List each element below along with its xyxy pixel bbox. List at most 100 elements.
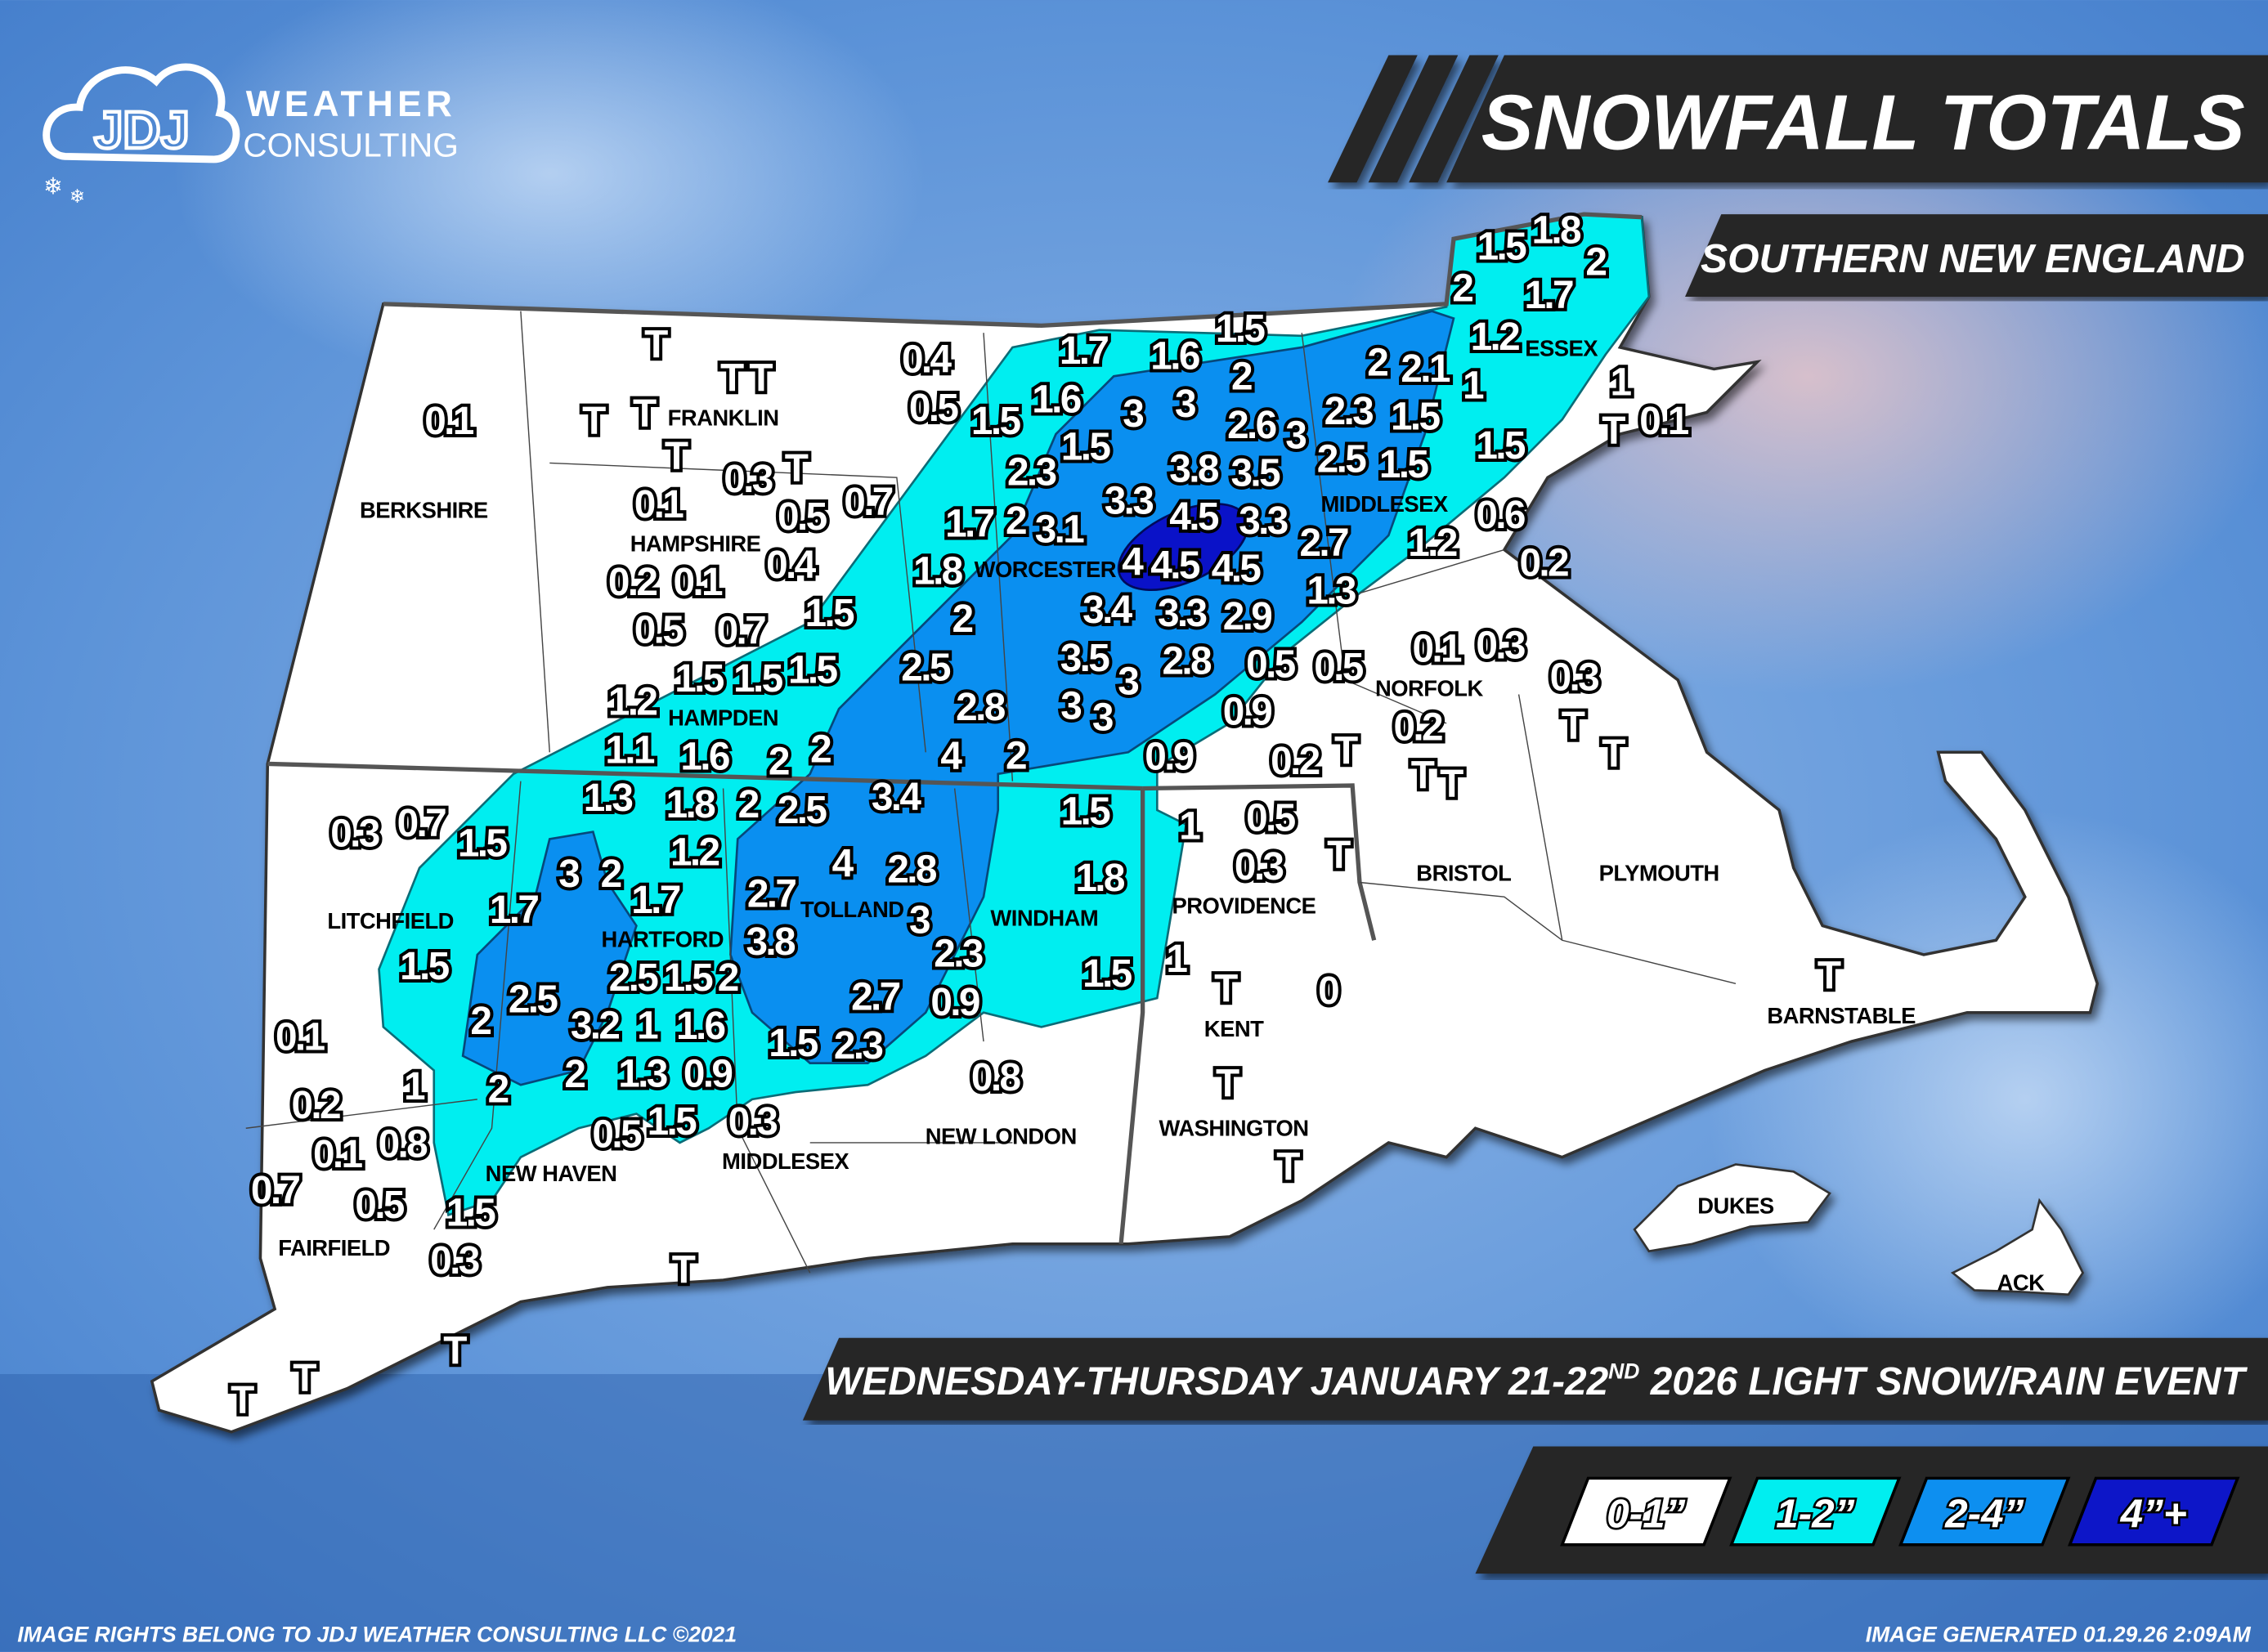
snowfall-observation: 2	[1231, 355, 1252, 398]
snowfall-observation: 3.3	[1239, 499, 1288, 543]
snowfall-observation: 2	[1006, 734, 1026, 777]
logo-consulting: CONSULTING	[243, 126, 459, 163]
county-label: ESSEX	[1525, 336, 1598, 361]
logo-monogram: JDJ	[94, 101, 190, 159]
county-label: TOLLAND	[800, 897, 904, 922]
snowfall-observation: 3.5	[1060, 637, 1110, 680]
snowfall-observation: 2	[952, 598, 973, 641]
snowfall-observation: 0.9	[1223, 691, 1272, 734]
snowfall-observation: 3	[1175, 383, 1195, 426]
snowfall-observation: T	[1602, 410, 1625, 453]
snowfall-observation: 2	[769, 740, 789, 783]
snowfall-observation: 0.7	[717, 610, 766, 653]
snowfall-observation: 0.2	[608, 561, 657, 604]
ct-ri-border	[1118, 788, 1145, 1245]
banner-stripe	[1409, 55, 1499, 183]
snowfall-observation: 1.5	[1477, 225, 1527, 268]
banner-stripe	[1328, 55, 1418, 183]
contour-4-plus-inch	[1117, 503, 1249, 592]
snowfall-observation: 3	[558, 853, 579, 896]
snowfall-observation: 1.5	[458, 822, 508, 866]
county-label: BRISTOL	[1416, 861, 1511, 886]
snowfall-observation: 0.8	[971, 1056, 1021, 1099]
legend-label: 0-1”	[1607, 1492, 1686, 1537]
region-banner: SOUTHERN NEW ENGLAND	[1685, 214, 2268, 297]
snowfall-observation: 1.8	[1531, 209, 1581, 253]
snowfall-observation: T	[1602, 732, 1625, 776]
snowfall-observation: 2.8	[956, 686, 1006, 729]
snowfall-observation: 2	[564, 1053, 585, 1096]
county-label: PROVIDENCE	[1172, 893, 1316, 919]
ma-ct-border	[267, 761, 1143, 791]
snowfall-observation: 0.2	[1394, 706, 1443, 750]
snowfall-observation: T	[1216, 1062, 1239, 1105]
county-label: FAIRFIELD	[278, 1235, 390, 1260]
snowfall-observation: 0.9	[684, 1052, 733, 1095]
snowfall-observation: 1.3	[1307, 570, 1356, 613]
county-label: ACK	[1997, 1269, 2046, 1295]
snowfall-observation: 0.1	[424, 400, 474, 443]
legend-swatch	[1729, 1476, 1902, 1547]
event-text-a: WEDNESDAY-THURSDAY JANUARY 21-22	[825, 1360, 1608, 1404]
snowfall-observation: 1.8	[666, 783, 716, 826]
legend-item: 2-4”	[1898, 1476, 2071, 1547]
snowfall-observation: 0.1	[313, 1133, 363, 1176]
snowfall-observation: 2.3	[1324, 390, 1374, 433]
snowfall-observation: 1	[1610, 361, 1631, 405]
snowfall-observation: T	[582, 400, 606, 443]
county-label: WINDHAM	[990, 906, 1098, 931]
snowfall-observation: T	[1214, 967, 1238, 1010]
snowfall-observation: T	[672, 1249, 696, 1292]
snowfall-observation: 1.5	[1379, 443, 1429, 486]
snowfall-observation: 0.4	[766, 544, 817, 587]
snowfall-observation: 1.3	[618, 1052, 667, 1095]
snowfall-observation: 0.6	[1476, 494, 1525, 537]
snowfall-observation: 2	[1367, 342, 1387, 385]
snowfall-observation: 1.5	[733, 657, 783, 701]
snowfall-observation: 1.7	[1060, 329, 1109, 373]
snowfall-observation: 1.5	[664, 956, 714, 1000]
snowfall-observation: 0.1	[276, 1016, 325, 1059]
snowfall-observation: 2.6	[1227, 404, 1276, 447]
snowfall-observation: 1.5	[1216, 307, 1266, 351]
snowfall-observation: 1.5	[400, 945, 450, 988]
title-banner: SNOWFALL TOTALS	[1328, 55, 2268, 183]
snowfall-observation: 1	[404, 1065, 425, 1108]
legend-item: 4”+	[2068, 1476, 2240, 1547]
snowflake-icon: ❄	[43, 174, 63, 199]
snowfall-observation: 1.5	[1476, 424, 1526, 468]
snowfall-observation: T	[443, 1330, 467, 1373]
county-label: WORCESTER	[975, 557, 1117, 582]
snowfall-observation: 1.8	[913, 550, 963, 593]
snowfall-observation: 3	[1060, 685, 1081, 728]
county-label: FRANKLIN	[668, 405, 779, 430]
snowfall-observation: 1.5	[1391, 396, 1441, 439]
snowfall-observation: 2	[1585, 240, 1606, 284]
snowfall-observation: 0.5	[1314, 646, 1364, 689]
snowfall-observation: 2.1	[1401, 347, 1450, 391]
snowfall-observation: 1.7	[490, 889, 539, 932]
snowfall-observation: 3.3	[1105, 479, 1154, 522]
snowfall-observation: 1.2	[670, 831, 719, 875]
snowfall-observation: 1.2	[1408, 522, 1457, 565]
snowfall-observation: T	[231, 1379, 254, 1422]
county-label: KENT	[1204, 1016, 1264, 1041]
snowfall-observation: T	[633, 392, 657, 436]
snowfall-observation: 1.6	[1150, 334, 1199, 378]
footer-rights: IMAGE RIGHTS BELONG TO JDJ WEATHER CONSU…	[17, 1622, 737, 1646]
snowfall-observation: 4	[940, 735, 962, 778]
snowfall-observation: 3.3	[1158, 592, 1207, 635]
ri-ma-border	[1142, 783, 1377, 941]
snowfall-observation: 1	[1463, 364, 1484, 407]
snowfall-observation: 1.7	[1524, 274, 1573, 317]
banner-stripe	[1368, 55, 1459, 183]
snowfall-observation: 1.5	[1061, 426, 1111, 469]
snowfall-observation: 1.6	[676, 1005, 725, 1048]
snowfall-observation: 0.7	[844, 481, 893, 524]
snowfall-observation: 0.5	[909, 387, 959, 430]
snowfall-observation: 1.8	[1075, 857, 1125, 900]
snowfall-observation: 1.7	[631, 879, 680, 922]
legend-item: 0-1”	[1560, 1476, 1732, 1547]
county-label: HARTFORD	[602, 927, 724, 952]
snowfall-observation: 0.5	[634, 609, 684, 652]
